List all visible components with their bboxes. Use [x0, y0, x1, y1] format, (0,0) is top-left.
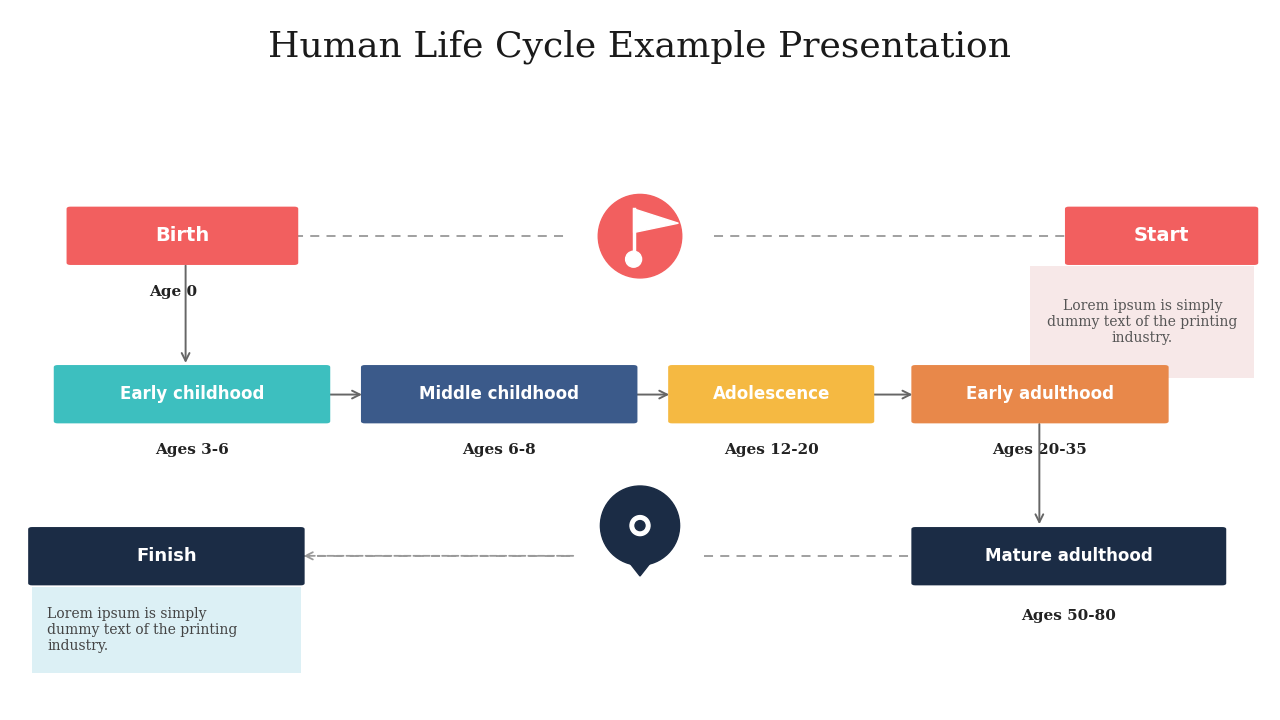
- Text: Early childhood: Early childhood: [120, 385, 264, 403]
- Ellipse shape: [630, 516, 650, 536]
- Text: Finish: Finish: [136, 547, 197, 565]
- FancyBboxPatch shape: [54, 365, 330, 423]
- Ellipse shape: [626, 251, 641, 267]
- FancyBboxPatch shape: [668, 365, 874, 423]
- Ellipse shape: [598, 194, 682, 278]
- Text: Ages 20-35: Ages 20-35: [992, 443, 1087, 457]
- FancyBboxPatch shape: [1065, 207, 1258, 265]
- Text: Middle childhood: Middle childhood: [419, 385, 579, 403]
- FancyBboxPatch shape: [32, 587, 301, 673]
- Text: Ages 50-80: Ages 50-80: [1021, 608, 1116, 623]
- Text: Age 0: Age 0: [148, 284, 197, 299]
- Text: Ages 6-8: Ages 6-8: [462, 443, 536, 457]
- Polygon shape: [600, 526, 680, 576]
- Ellipse shape: [635, 521, 645, 531]
- Text: Adolescence: Adolescence: [713, 385, 829, 403]
- Text: Lorem ipsum is simply
dummy text of the printing
industry.: Lorem ipsum is simply dummy text of the …: [1047, 299, 1238, 346]
- Polygon shape: [634, 209, 678, 233]
- FancyBboxPatch shape: [1030, 266, 1254, 378]
- FancyBboxPatch shape: [67, 207, 298, 265]
- Text: Ages 3-6: Ages 3-6: [155, 443, 229, 457]
- FancyBboxPatch shape: [911, 527, 1226, 585]
- FancyBboxPatch shape: [28, 527, 305, 585]
- Text: Early adulthood: Early adulthood: [966, 385, 1114, 403]
- Text: Ages 12-20: Ages 12-20: [724, 443, 819, 457]
- Ellipse shape: [600, 486, 680, 565]
- Text: Lorem ipsum is simply
dummy text of the printing
industry.: Lorem ipsum is simply dummy text of the …: [47, 607, 238, 653]
- Text: Birth: Birth: [155, 226, 210, 246]
- FancyBboxPatch shape: [361, 365, 637, 423]
- Text: Start: Start: [1134, 226, 1189, 246]
- Text: Mature adulthood: Mature adulthood: [984, 547, 1153, 565]
- Text: Human Life Cycle Example Presentation: Human Life Cycle Example Presentation: [269, 30, 1011, 64]
- FancyBboxPatch shape: [911, 365, 1169, 423]
